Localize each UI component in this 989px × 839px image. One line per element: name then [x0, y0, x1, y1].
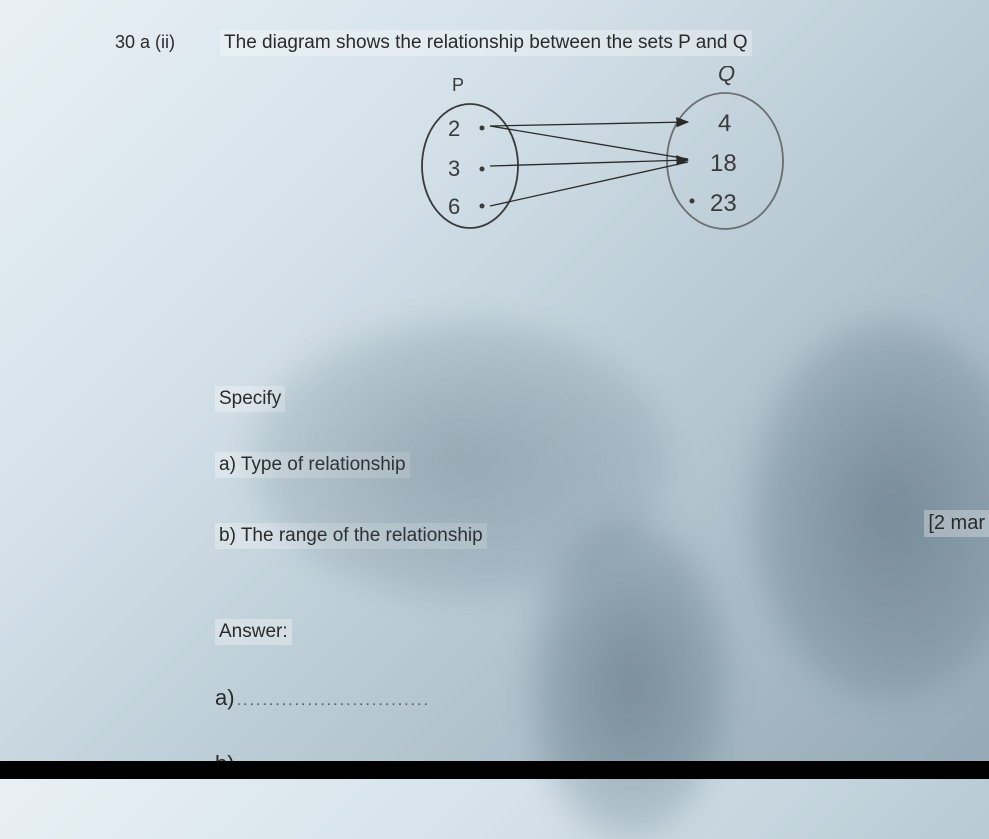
- p-element-2: 3: [448, 156, 460, 181]
- q-element-3: 23: [710, 190, 737, 217]
- p-dot-3: [480, 204, 485, 209]
- question-header: 30 a (ii) The diagram shows the relation…: [0, 30, 989, 56]
- arrow-2: [490, 126, 688, 159]
- question-number: 30 a (ii): [115, 30, 175, 53]
- p-element-1: 2: [448, 116, 460, 141]
- arrow-3: [490, 160, 688, 166]
- arrow-1: [490, 122, 688, 126]
- shadow-decoration: [250, 319, 670, 599]
- answer-a-dots: ..............................: [237, 692, 430, 710]
- answer-a-letter: a): [215, 685, 235, 711]
- mapping-diagram: P 2 3 6 Q 4 18 23: [0, 66, 989, 276]
- p-element-3: 6: [448, 194, 460, 219]
- exam-page: 30 a (ii) The diagram shows the relation…: [0, 0, 989, 779]
- bottom-black-bar: [0, 761, 989, 779]
- question-text: The diagram shows the relationship betwe…: [220, 30, 752, 56]
- diagram-svg: P 2 3 6 Q 4 18 23: [0, 66, 989, 276]
- answer-heading: Answer:: [215, 619, 292, 645]
- arrow-4: [490, 162, 688, 206]
- p-dot-2: [480, 167, 485, 172]
- marks-label: [2 mar: [924, 510, 989, 537]
- set-q-label: Q: [718, 66, 735, 86]
- q-element-2: 18: [710, 150, 737, 177]
- q-element-1: 4: [718, 110, 731, 137]
- q-dot-3: [690, 199, 695, 204]
- p-dot-1: [480, 126, 485, 131]
- set-p-label: P: [452, 75, 464, 95]
